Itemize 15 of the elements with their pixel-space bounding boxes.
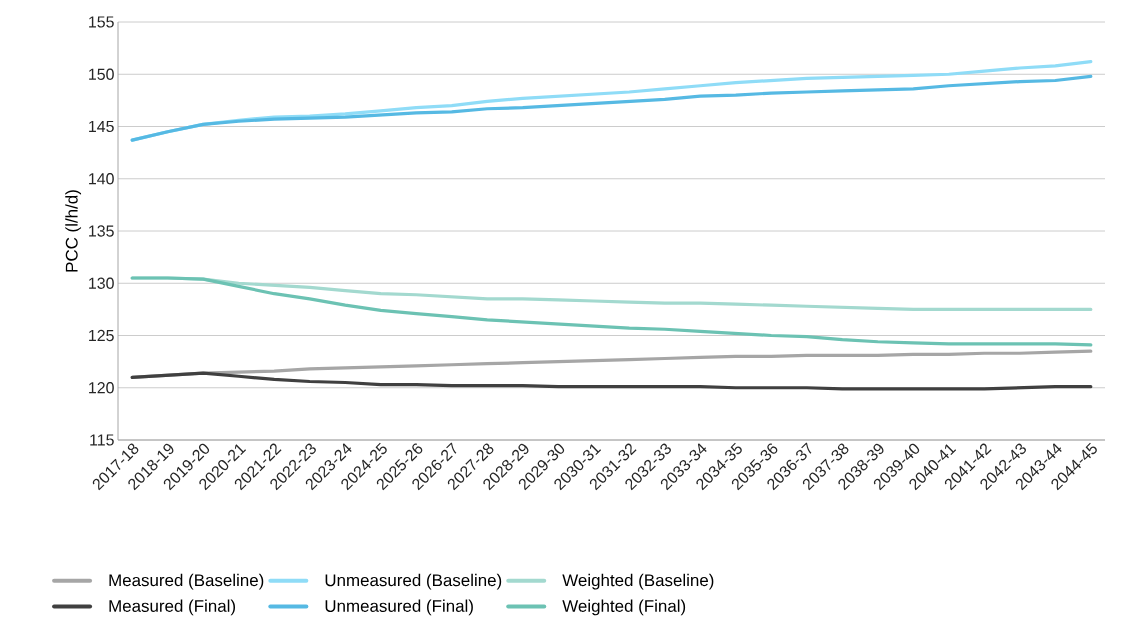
legend-label: Unmeasured (Final)	[325, 599, 473, 616]
legend-label: Unmeasured (Baseline)	[325, 573, 502, 590]
y-tick-label: 130	[89, 277, 114, 289]
y-tick-label: 120	[89, 382, 114, 394]
legend-label: Measured (Final)	[109, 599, 236, 616]
y-tick-label: 140	[89, 173, 114, 185]
y-tick-label: 125	[89, 329, 114, 342]
legend-label: Weighted (Final)	[562, 599, 686, 616]
y-tick-label: 155	[89, 16, 114, 28]
y-tick-label: 150	[89, 68, 114, 80]
legend-label: Weighted (Baseline)	[562, 573, 714, 590]
y-tick-label: 145	[89, 120, 114, 133]
y-tick-label: 135	[89, 225, 114, 237]
y-axis-title: PCC (l/h/d)	[65, 190, 82, 272]
legend-label: Measured (Baseline)	[109, 573, 264, 590]
